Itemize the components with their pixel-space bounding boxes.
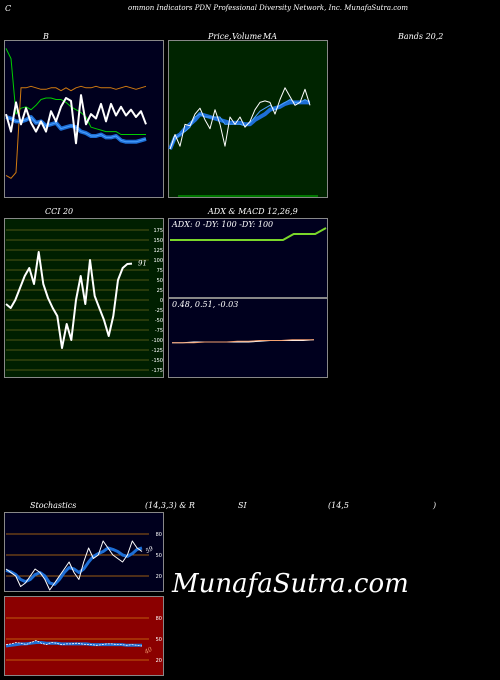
adx-background	[168, 218, 328, 298]
rsi-tick-label: 80	[156, 616, 162, 622]
cci-tick-label: -25	[155, 308, 163, 314]
cci-tick-label: -75	[155, 328, 163, 334]
macd-signal-line	[172, 339, 314, 344]
cci-tick-label: 50	[157, 278, 163, 284]
watermark: MunafaSutra.com	[172, 569, 409, 599]
stoch-k-line	[5, 540, 143, 591]
price-title-left: Price,	[208, 32, 232, 41]
cci-tick-label: 25	[157, 288, 163, 294]
stoch-d-line	[5, 546, 143, 586]
cci-last-value: 91	[138, 260, 147, 268]
price-line	[169, 87, 311, 150]
rsi-tick-label: 20	[156, 658, 162, 664]
rsi-panel: 80 50 20 40	[4, 596, 164, 676]
adx-panel: ADX: 0 -DY: 100 -DY: 100	[168, 218, 328, 298]
bbands-title-right: Bands 20,2	[398, 32, 444, 41]
header-prefix: C	[5, 4, 12, 13]
stoch-last-value: 59	[145, 545, 155, 555]
cci-tick-label: 150	[153, 238, 163, 244]
page-title: ommon Indicators PDN Professional Divers…	[128, 4, 409, 12]
cci-tick-label: 100	[153, 258, 163, 264]
bbands-price-line	[5, 94, 147, 145]
bbands-upper-line	[5, 48, 146, 135]
cci-tick-label: -150	[152, 358, 163, 364]
cci-tick-label: -175	[152, 368, 163, 374]
stoch-title-b: (14,3,3) & R	[145, 501, 195, 510]
rsi-background	[4, 596, 164, 676]
adx-text: ADX: 0 -DY: 100 -DY: 100	[172, 220, 274, 229]
cci-tick-label: 0	[160, 298, 163, 304]
macd-text: 0.48, 0.51, -0.03	[172, 300, 239, 309]
rsi-tick-label: 50	[156, 637, 162, 643]
bbands-lower-line	[5, 85, 147, 179]
adx-line	[170, 227, 327, 241]
cci-tick-label: 175	[153, 228, 163, 234]
price-ma-panel	[168, 40, 328, 198]
macd-panel: 0.48, 0.51, -0.03	[168, 298, 328, 378]
stochastics-panel: 80 50 20 59	[4, 512, 164, 592]
cci-tick-label: -125	[152, 348, 163, 354]
rsi-line	[5, 640, 143, 647]
cci-panel: 175 150 125 100 75 50 25 0 -25 -50 -75 -100 -125 -150…	[4, 218, 164, 378]
macd-line	[172, 339, 315, 344]
price-background	[168, 40, 328, 198]
cci-line	[5, 251, 133, 349]
price-title-mid: Volume	[232, 32, 262, 41]
bbands-panel	[4, 40, 164, 198]
cci-tick-label: 75	[157, 268, 163, 274]
stoch-title-a: Stochastics	[30, 501, 77, 510]
cci-tick-label: 125	[153, 248, 163, 254]
cci-tick-label: -50	[155, 318, 163, 324]
stoch-tick-label: 80	[156, 532, 162, 538]
stoch-tick-label: 20	[156, 574, 162, 580]
stoch-title-d: (14,5	[328, 501, 349, 510]
macd-background	[168, 298, 328, 378]
stoch-tick-label: 50	[156, 553, 162, 559]
stoch-title-e: )	[433, 501, 437, 510]
stoch-title-c: SI	[238, 501, 247, 510]
bbands-title-left: B	[43, 32, 49, 41]
rsi-last-value: 40	[143, 646, 154, 656]
price-ma-short	[169, 99, 311, 150]
cci-tick-label: -100	[152, 338, 163, 344]
cci-title: CCI 20	[45, 207, 74, 216]
price-title-right: MA	[263, 32, 277, 41]
adx-title: ADX & MACD 12,26,9	[208, 207, 298, 216]
